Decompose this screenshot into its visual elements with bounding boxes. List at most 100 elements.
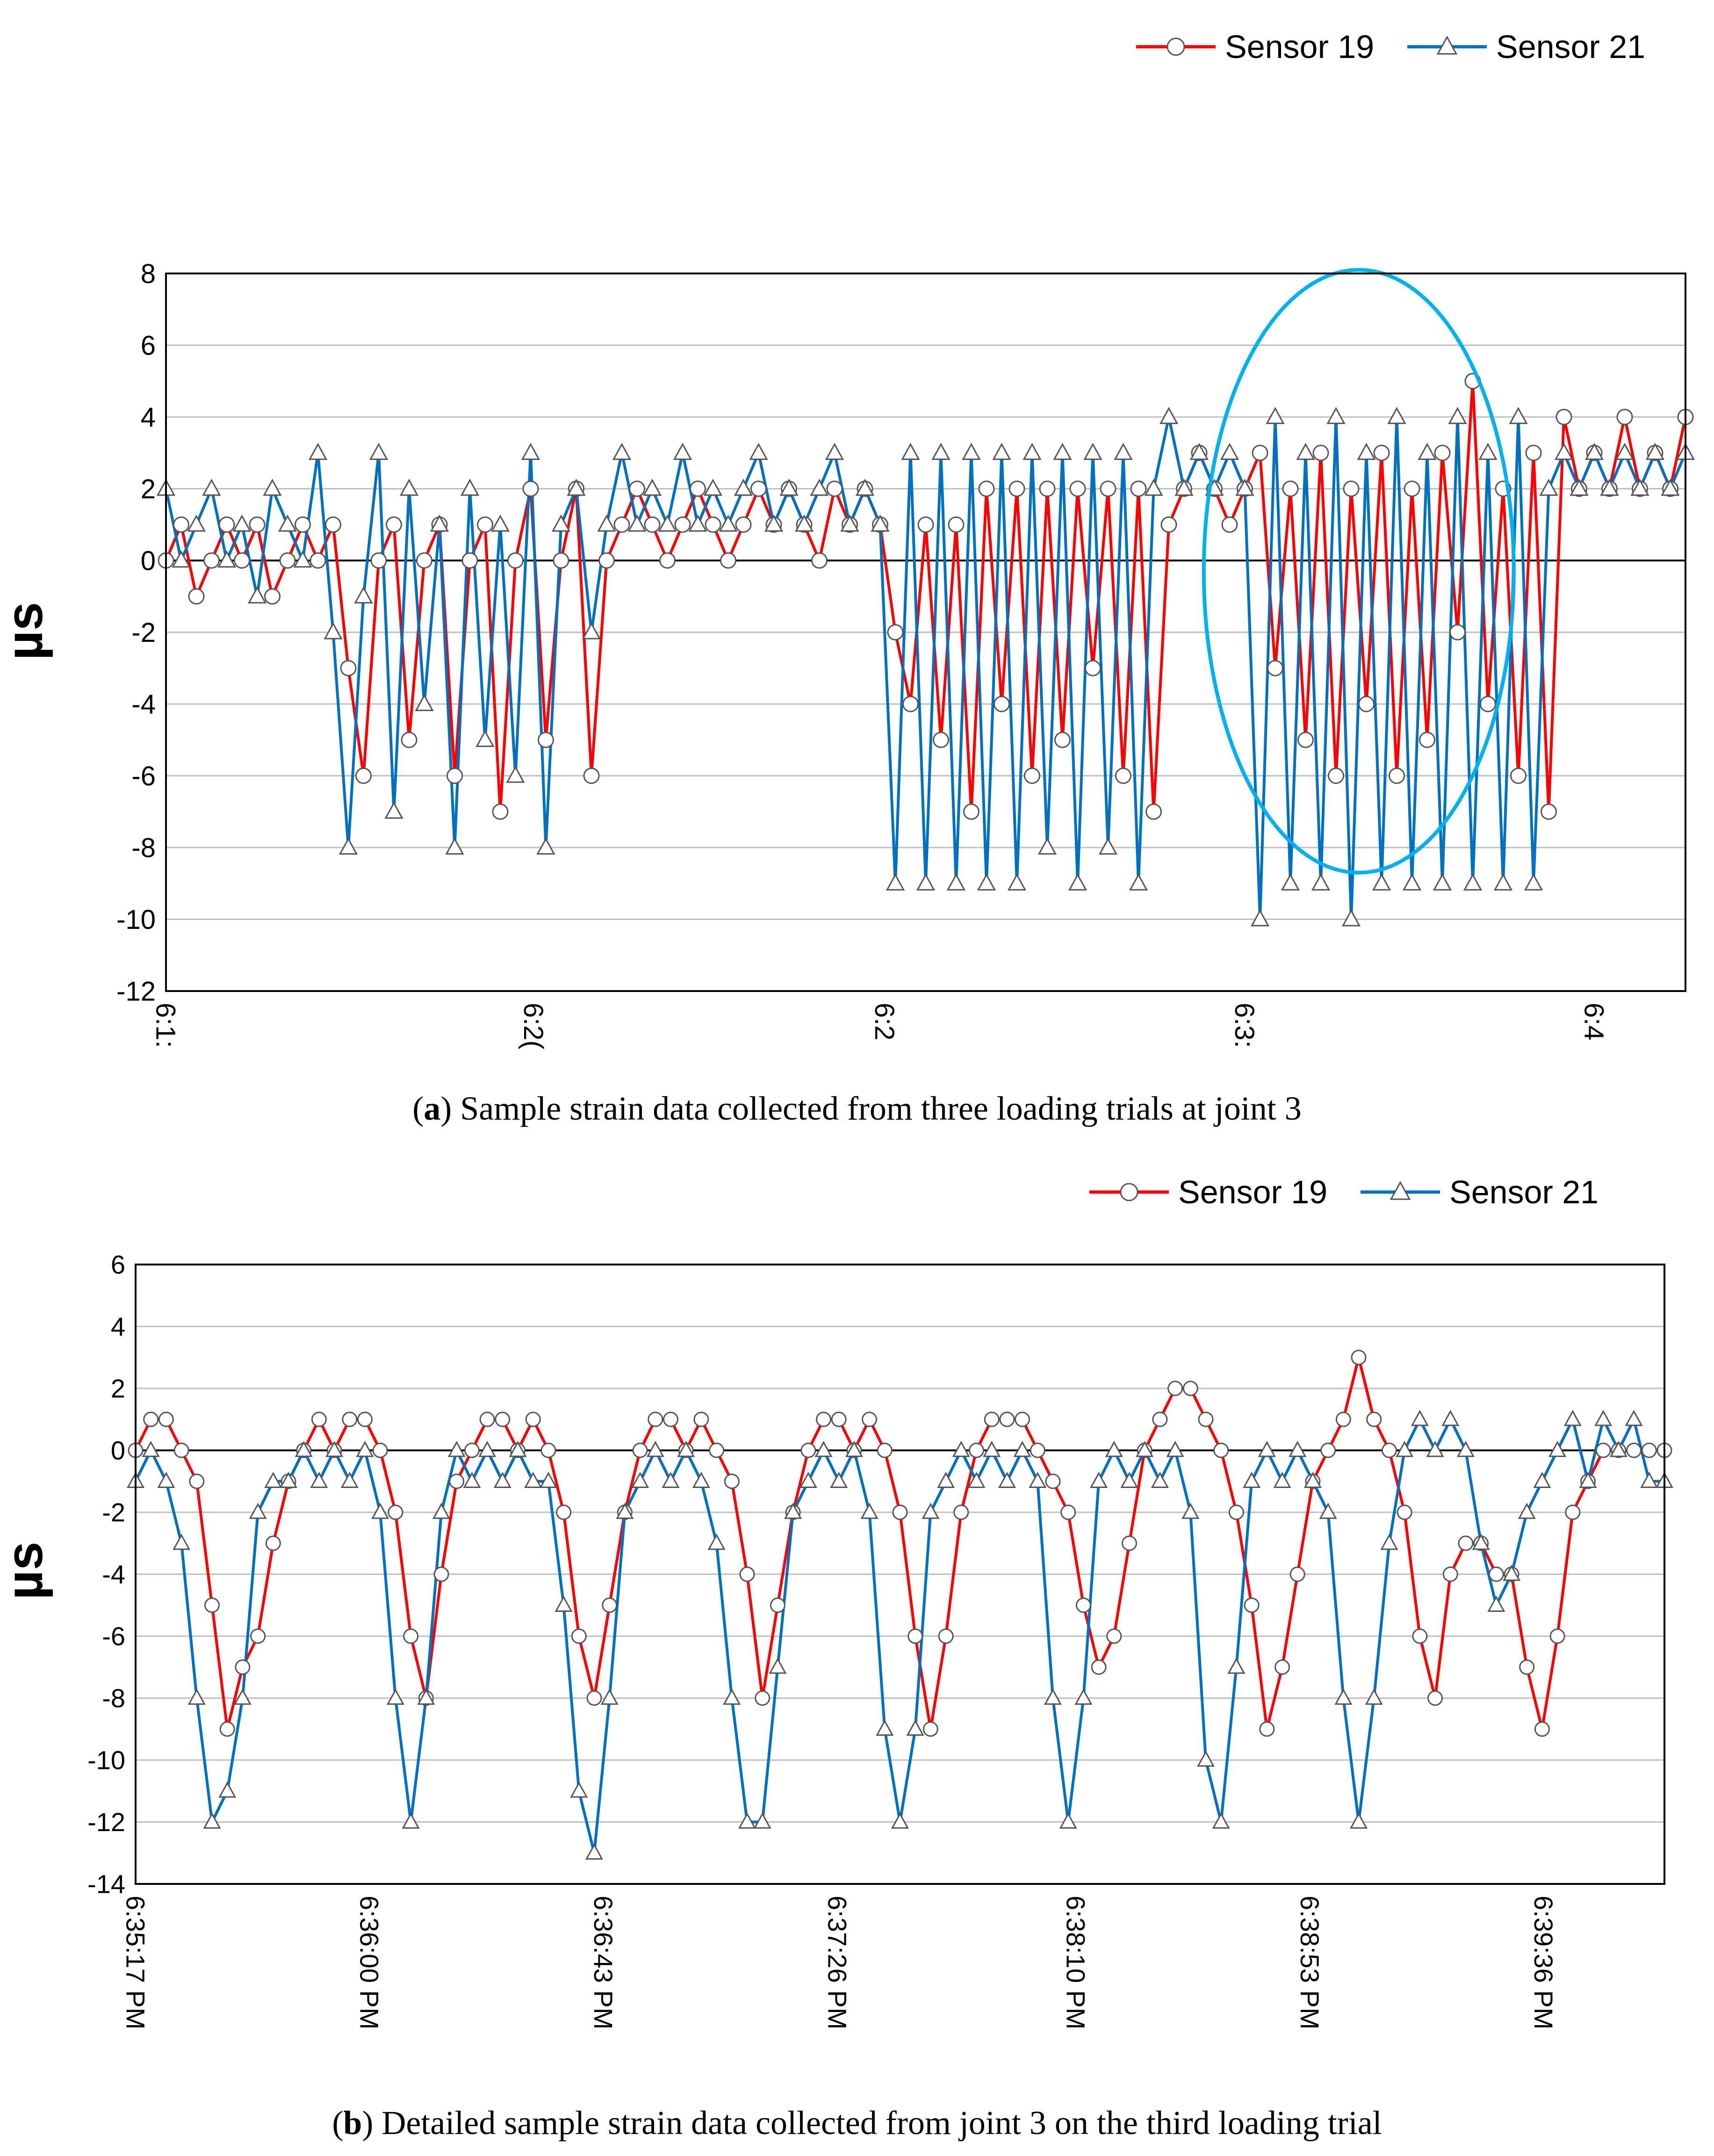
data-point (1235, 478, 1254, 496)
data-point (464, 1443, 480, 1458)
y-tick-label: 6 (141, 331, 156, 361)
data-point (612, 443, 632, 460)
data-point (598, 552, 615, 569)
data-point (1296, 443, 1315, 460)
data-point (506, 765, 525, 783)
data-point (279, 1472, 298, 1488)
x-tick-label: 6:35:17 PM (121, 1896, 150, 2029)
data-point (984, 1411, 1000, 1427)
data-point (1281, 873, 1300, 891)
data-point (492, 803, 509, 820)
data-point (1441, 1409, 1460, 1426)
data-point (887, 624, 904, 640)
data-point (1616, 409, 1633, 425)
data-point (1013, 1441, 1031, 1457)
data-point (1212, 1812, 1230, 1829)
data-point (753, 1812, 771, 1829)
data-point (539, 1472, 557, 1488)
data-point (1549, 1628, 1565, 1644)
data-point (779, 478, 799, 496)
data-point (1189, 443, 1209, 460)
data-point (403, 1628, 419, 1644)
data-point (540, 1443, 556, 1458)
data-point (886, 873, 905, 891)
data-point (525, 1411, 541, 1427)
data-point (1349, 1812, 1368, 1829)
data-point (187, 514, 206, 532)
data-point (295, 1441, 313, 1457)
data-point (416, 552, 432, 569)
chart-b: 6 4 2 0 -2 -4 -6 -8 -10 -12 -14 6:35:17 PM 6:36:00 P… (0, 1150, 1714, 2156)
data-point (1098, 837, 1118, 855)
data-point (585, 1843, 604, 1860)
data-point (1615, 443, 1635, 460)
data-point (370, 552, 387, 569)
data-point (734, 478, 753, 496)
data-point (646, 1441, 664, 1457)
data-point (735, 516, 752, 533)
data-point (1594, 1409, 1613, 1426)
data-point (1579, 1472, 1597, 1488)
legend-label-sensor-21: Sensor 21 (1496, 29, 1645, 65)
data-point (417, 1689, 435, 1705)
data-point (1024, 768, 1040, 784)
y-tick-label: -4 (131, 689, 156, 719)
y-tick-label: -12 (116, 976, 156, 1006)
data-point (1565, 1504, 1581, 1520)
y-tick-label: -6 (102, 1622, 125, 1651)
data-point (570, 1781, 588, 1798)
data-point (308, 443, 328, 460)
data-point (770, 1597, 785, 1613)
data-point (1366, 1411, 1382, 1427)
data-point (1029, 1472, 1047, 1488)
data-point (449, 1473, 465, 1489)
data-point (1289, 1567, 1305, 1582)
legend-circle-icon (1120, 1183, 1138, 1201)
data-point (673, 443, 692, 460)
y-tick-label: 8 (141, 259, 156, 289)
data-point (1478, 443, 1498, 460)
data-point (917, 516, 934, 533)
data-point (325, 1441, 344, 1457)
data-point (1320, 1443, 1336, 1458)
data-point (1463, 873, 1483, 891)
data-point (433, 1567, 449, 1582)
data-point (901, 443, 920, 460)
data-point (340, 660, 357, 676)
data-point (1548, 1441, 1567, 1457)
data-point (158, 1411, 174, 1427)
data-point (1419, 732, 1435, 748)
data-point (1412, 1628, 1428, 1644)
data-point (310, 552, 326, 569)
data-point (386, 1689, 404, 1705)
data-point (876, 1719, 894, 1736)
data-point (1044, 1689, 1062, 1705)
data-point (1600, 478, 1619, 496)
data-point (1053, 443, 1072, 460)
data-point (648, 1411, 663, 1427)
data-point (1115, 768, 1131, 784)
x-tick-label: 6:36:43 PM (589, 1896, 618, 2029)
data-point (1630, 478, 1649, 496)
data-point (916, 873, 936, 891)
legend-label-sensor-19: Sensor 19 (1225, 29, 1374, 65)
data-point (659, 552, 676, 569)
data-point (794, 514, 814, 532)
data-point (983, 1441, 1001, 1457)
data-point (203, 552, 220, 569)
data-point (1570, 478, 1589, 496)
y-tick-label: -8 (131, 833, 156, 863)
data-point (1488, 1567, 1504, 1582)
data-point (720, 552, 736, 569)
data-point (1266, 407, 1285, 424)
data-point (1228, 1504, 1244, 1520)
data-point (567, 478, 586, 496)
data-point (616, 1502, 634, 1519)
data-point (475, 730, 495, 747)
x-tick-label: 6:4 (1579, 1003, 1609, 1041)
y-tick-label: -14 (87, 1869, 125, 1899)
data-point (571, 1628, 587, 1644)
data-point (1389, 768, 1405, 784)
y-tick-label: -2 (131, 618, 156, 648)
data-point (693, 1411, 709, 1427)
